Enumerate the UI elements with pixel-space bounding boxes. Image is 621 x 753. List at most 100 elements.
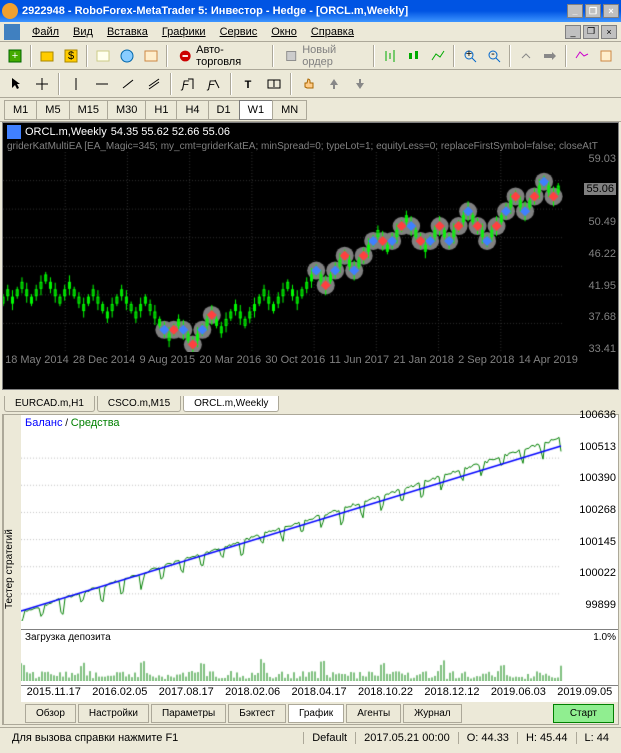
timeframe-m30[interactable]: M30 <box>107 100 146 120</box>
strategy-tester-button[interactable] <box>140 44 162 68</box>
new-order-icon <box>284 48 298 64</box>
svg-text:$: $ <box>68 50 74 62</box>
timeframe-mn[interactable]: MN <box>272 100 307 120</box>
new-order-button[interactable]: Новый ордер <box>278 42 370 70</box>
status-o: O: 44.33 <box>459 732 518 744</box>
svg-text:T: T <box>245 79 252 91</box>
deposit-max: 1.0% <box>593 632 616 643</box>
balance-label: Баланс <box>25 417 62 429</box>
data-window-button[interactable] <box>116 44 138 68</box>
tester-tab[interactable]: Бэктест <box>228 704 286 723</box>
status-l: L: 44 <box>577 732 617 744</box>
timeframe-w1[interactable]: W1 <box>239 100 274 120</box>
autotrade-button[interactable]: Авто-торговля <box>172 42 268 70</box>
timeframe-m15[interactable]: M15 <box>69 100 108 120</box>
mdi-close-button[interactable]: × <box>601 25 617 39</box>
text-button[interactable]: T <box>236 72 260 96</box>
balance-chart[interactable]: Баланс / Средства 1006361005131003901002… <box>21 415 618 630</box>
tester-tabs: ОбзорНастройкиПараметрыБэктестГрафикАген… <box>21 702 618 724</box>
close-button[interactable]: × <box>603 4 619 18</box>
status-help: Для вызова справки нажмите F1 <box>4 732 304 744</box>
tester-tab[interactable]: Агенты <box>346 704 401 723</box>
status-profile: Default <box>304 732 356 744</box>
timeframe-d1[interactable]: D1 <box>208 100 240 120</box>
templates-button[interactable] <box>595 44 617 68</box>
equity-label: Средства <box>71 417 120 429</box>
chart-tabs: EURCAD.m,H1CSCO.m,M15ORCL.m,Weekly <box>0 390 621 412</box>
timeframe-h1[interactable]: H1 <box>145 100 177 120</box>
tester-tab[interactable]: Журнал <box>403 704 462 723</box>
svg-text:+: + <box>12 50 18 62</box>
zoom-in-button[interactable]: + <box>459 44 481 68</box>
fibo-ext-button[interactable]: Ƒ <box>202 72 226 96</box>
mdi-minimize-button[interactable]: _ <box>565 25 581 39</box>
price-chart[interactable]: ORCL.m,Weekly 54.35 55.62 52.66 55.06 gr… <box>2 122 619 390</box>
menu-view[interactable]: Вид <box>67 24 99 40</box>
chart-y-axis: 59.0355.0650.4946.2241.9537.6833.41 <box>580 152 618 370</box>
timeframe-m1[interactable]: M1 <box>4 100 37 120</box>
market-watch-button[interactable]: $ <box>60 44 82 68</box>
menu-insert[interactable]: Вставка <box>101 24 154 40</box>
status-datetime: 2017.05.21 00:00 <box>356 732 459 744</box>
svg-text:+: + <box>466 48 472 60</box>
shift-button[interactable] <box>539 44 561 68</box>
deposit-header: Загрузка депозита <box>21 630 618 645</box>
chart-ea-info: griderKatMultiEA [EA_Magic=345; my_cmt=g… <box>3 141 618 152</box>
svg-text:Ƒ: Ƒ <box>180 79 190 91</box>
restore-button[interactable]: ❐ <box>585 4 601 18</box>
menu-window[interactable]: Окно <box>265 24 303 40</box>
tester-tab[interactable]: График <box>288 704 344 723</box>
arrow-down-button[interactable] <box>348 72 372 96</box>
main-toolbar: + $ Авто-торговля Новый ордер + - <box>0 42 621 70</box>
tester-side-tab[interactable]: Тестер стратегий <box>3 415 21 724</box>
vline-button[interactable] <box>64 72 88 96</box>
deposit-chart[interactable]: Загрузка депозита 1.0% <box>21 630 618 686</box>
equidistant-button[interactable] <box>142 72 166 96</box>
trendline-button[interactable] <box>116 72 140 96</box>
chart-x-axis: 18 May 201428 Dec 20149 Aug 201520 Mar 2… <box>3 354 580 370</box>
autotrade-label: Авто-торговля <box>196 44 262 68</box>
menu-help[interactable]: Справка <box>305 24 360 40</box>
start-button[interactable]: Старт <box>553 704 614 723</box>
menu-bar: Файл Вид Вставка Графики Сервис Окно Спр… <box>0 22 621 42</box>
menu-charts[interactable]: Графики <box>156 24 212 40</box>
bar-chart-button[interactable] <box>379 44 401 68</box>
chart-tab[interactable]: CSCO.m,M15 <box>97 396 181 412</box>
cursor-button[interactable] <box>4 72 28 96</box>
chart-tab[interactable]: ORCL.m,Weekly <box>183 396 279 412</box>
autotrade-icon <box>178 48 192 64</box>
thumbs-up-button[interactable] <box>296 72 320 96</box>
navigator-button[interactable] <box>92 44 114 68</box>
chart-canvas[interactable]: 59.0355.0650.4946.2241.9537.6833.41 18 M… <box>3 152 618 370</box>
svg-text:T: T <box>271 78 278 90</box>
tester-panel: Тестер стратегий Баланс / Средства 10063… <box>2 414 619 725</box>
svg-text:-: - <box>491 48 495 60</box>
line-chart-button[interactable] <box>427 44 449 68</box>
timeframe-bar: M1M5M15M30H1H4D1W1MN <box>0 98 621 122</box>
app-icon <box>2 3 18 19</box>
tester-tab[interactable]: Параметры <box>151 704 226 723</box>
new-chart-button[interactable]: + <box>4 44 26 68</box>
timeframe-h4[interactable]: H4 <box>176 100 208 120</box>
zoom-out-button[interactable]: - <box>483 44 505 68</box>
menu-service[interactable]: Сервис <box>214 24 264 40</box>
mdi-restore-button[interactable]: ❐ <box>583 25 599 39</box>
hline-button[interactable] <box>90 72 114 96</box>
window-title: 2922948 - RoboForex-MetaTrader 5: Инвест… <box>22 5 567 17</box>
text-label-button[interactable]: T <box>262 72 286 96</box>
tester-tab[interactable]: Настройки <box>78 704 149 723</box>
candle-chart-button[interactable] <box>403 44 425 68</box>
arrow-up-button[interactable] <box>322 72 346 96</box>
tester-tab[interactable]: Обзор <box>25 704 76 723</box>
profiles-button[interactable] <box>36 44 58 68</box>
scroll-button[interactable] <box>515 44 537 68</box>
mt5-icon <box>4 24 20 40</box>
menu-file[interactable]: Файл <box>26 24 65 40</box>
balance-x-axis: 2015.11.172016.02.052017.08.172018.02.06… <box>21 686 618 702</box>
chart-tab[interactable]: EURCAD.m,H1 <box>4 396 95 412</box>
fibo-button[interactable]: Ƒ <box>176 72 200 96</box>
indicators-button[interactable] <box>571 44 593 68</box>
timeframe-m5[interactable]: M5 <box>36 100 69 120</box>
crosshair-button[interactable] <box>30 72 54 96</box>
minimize-button[interactable]: _ <box>567 4 583 18</box>
